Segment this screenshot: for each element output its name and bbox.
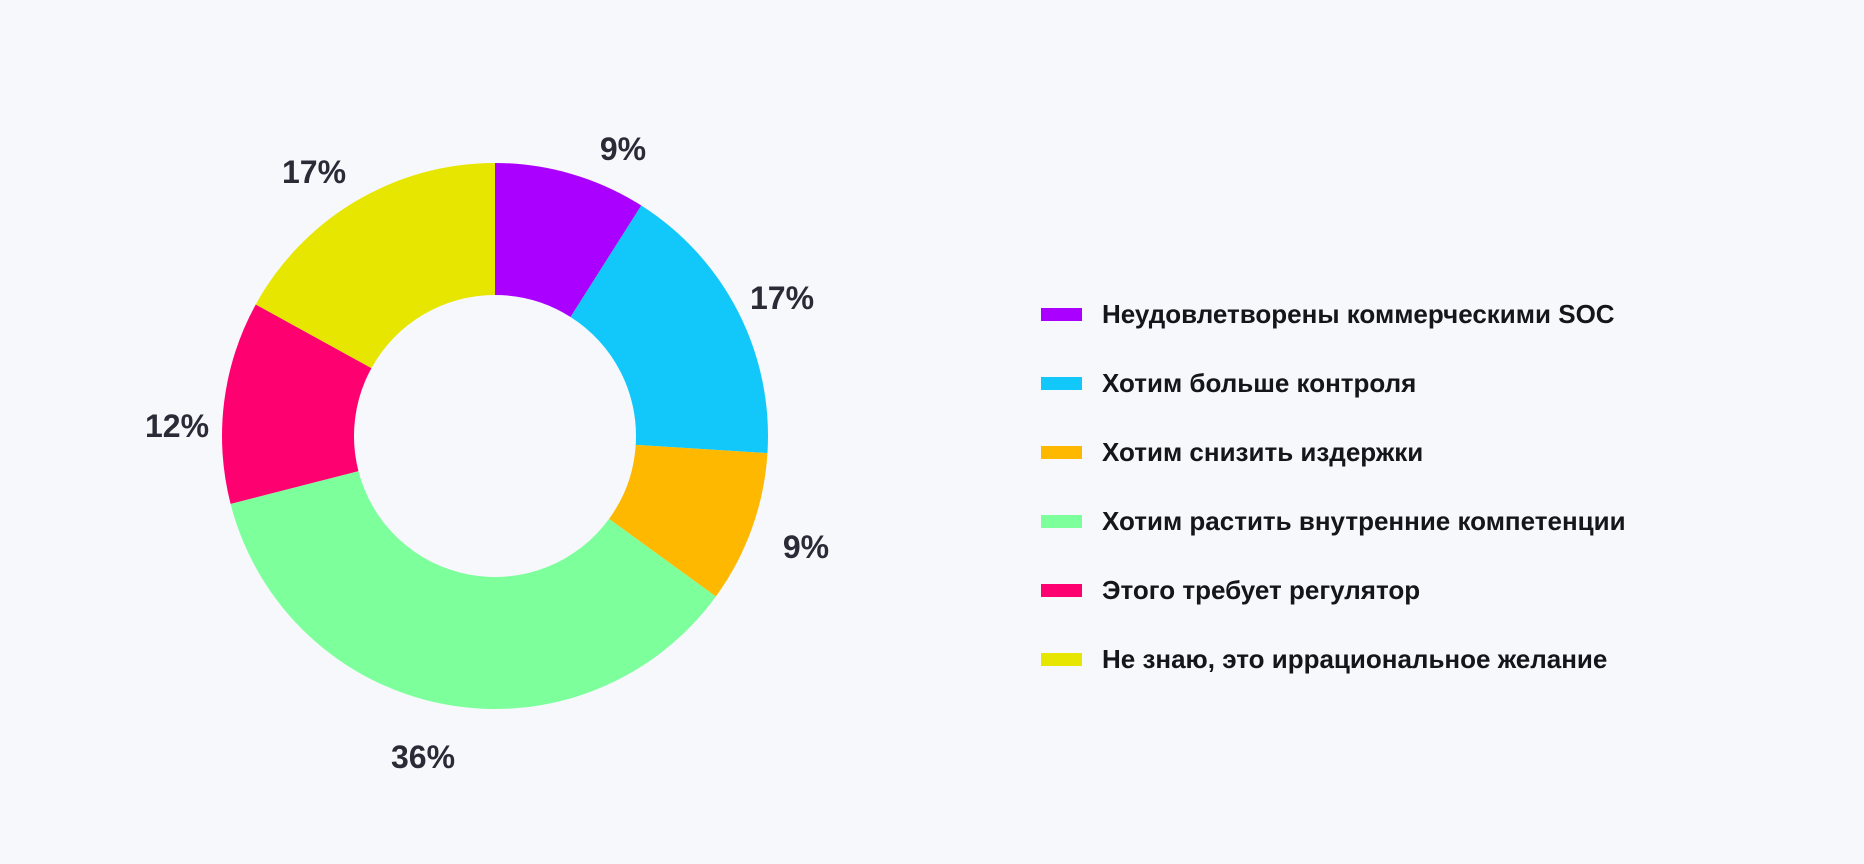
legend-item: Хотим снизить издержки	[1041, 434, 1626, 470]
legend-swatch	[1041, 376, 1082, 390]
legend-label: Не знаю, это иррациональное желание	[1102, 643, 1608, 674]
data-label: 17%	[282, 154, 346, 190]
donut-slice	[255, 163, 495, 369]
legend-item: Неудовлетворены коммерческими SOC	[1041, 296, 1626, 332]
donut-slice	[230, 471, 716, 709]
legend: Неудовлетворены коммерческими SOC Хотим …	[1041, 296, 1626, 710]
data-label: 36%	[391, 739, 455, 775]
legend-item: Не знаю, это иррациональное желание	[1041, 641, 1626, 677]
data-label: 17%	[750, 280, 814, 316]
data-label: 12%	[145, 408, 209, 444]
donut-slice	[570, 205, 769, 454]
donut-slice	[609, 444, 768, 597]
legend-swatch	[1041, 652, 1082, 666]
legend-label: Неудовлетворены коммерческими SOC	[1102, 298, 1615, 329]
donut-slice	[222, 304, 372, 504]
legend-label: Хотим растить внутренние компетенции	[1102, 505, 1626, 536]
legend-item: Хотим больше контроля	[1041, 365, 1626, 401]
legend-swatch	[1041, 307, 1082, 321]
legend-item: Этого требует регулятор	[1041, 572, 1626, 608]
legend-swatch	[1041, 583, 1082, 597]
legend-swatch	[1041, 514, 1082, 528]
data-label: 9%	[600, 131, 646, 167]
data-label: 9%	[783, 529, 829, 565]
legend-swatch	[1041, 445, 1082, 459]
legend-label: Хотим больше контроля	[1102, 367, 1417, 398]
donut-slice	[495, 163, 642, 317]
legend-label: Этого требует регулятор	[1102, 574, 1421, 605]
legend-label: Хотим снизить издержки	[1102, 436, 1424, 467]
legend-item: Хотим растить внутренние компетенции	[1041, 503, 1626, 539]
